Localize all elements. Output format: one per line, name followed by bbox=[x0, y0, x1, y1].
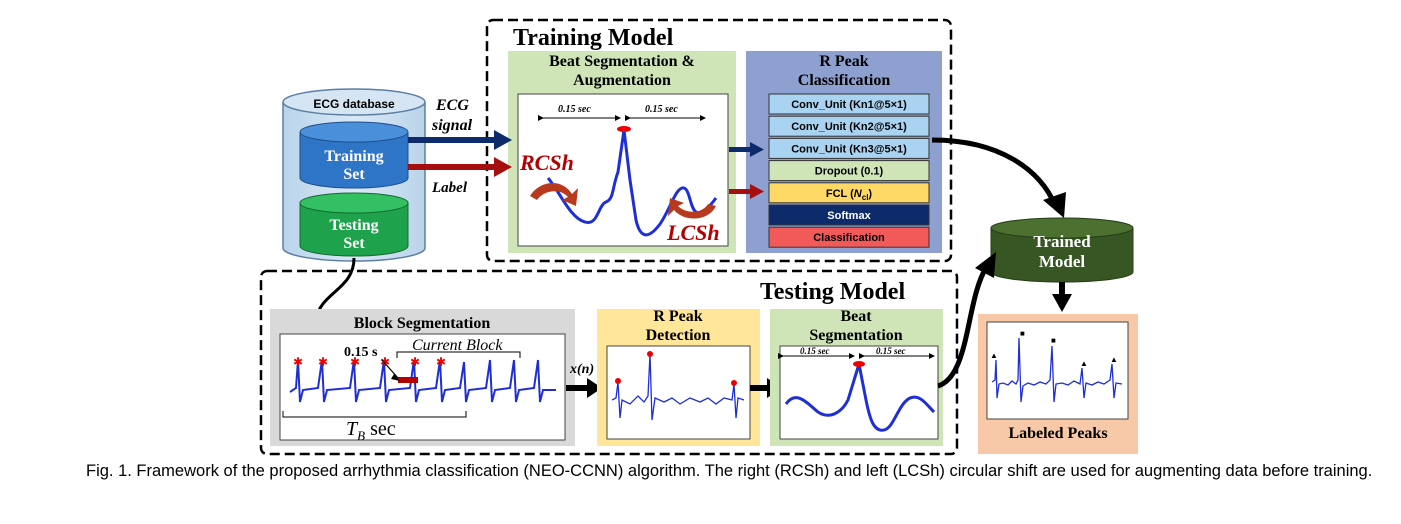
cnn-layer-label: Conv_Unit (Kn1@5×1) bbox=[791, 99, 907, 111]
labeled-peaks-signal bbox=[991, 337, 1123, 403]
cnn-layer-label: Softmax bbox=[827, 210, 871, 222]
aug-to-class-navy-arrow bbox=[729, 142, 764, 157]
beat-aug-signal bbox=[546, 129, 718, 237]
trained-model: Trained Model bbox=[990, 217, 1134, 283]
ecg-database-title: ECG database bbox=[313, 97, 395, 111]
svg-text:✱: ✱ bbox=[350, 355, 360, 369]
testing-set-line1: Testing bbox=[329, 217, 378, 234]
figure-caption: Fig. 1. Framework of the proposed arrhyt… bbox=[86, 462, 1373, 480]
labeled-peaks-plot bbox=[986, 321, 1129, 420]
rcsh-arrow-icon bbox=[530, 182, 578, 206]
beat-seg-line1: Beat bbox=[840, 308, 872, 325]
beat-aug-title-line2: Augmentation bbox=[573, 72, 671, 89]
svg-text:✱: ✱ bbox=[410, 355, 420, 369]
trained-to-labeled-arrow bbox=[1052, 282, 1072, 312]
svg-text:▲: ▲ bbox=[1080, 359, 1088, 368]
block-seg-title: Block Segmentation bbox=[354, 315, 491, 332]
cnn-layer-box bbox=[768, 204, 930, 226]
cnn-layer-box bbox=[768, 160, 930, 182]
svg-text:■: ■ bbox=[1020, 329, 1025, 338]
cnn-layer-label: Dropout (0.1) bbox=[815, 166, 884, 178]
r-peak-det-plot bbox=[606, 345, 751, 440]
beat-seg-plot bbox=[779, 345, 939, 440]
rcsh-label: RCSh bbox=[519, 150, 574, 175]
training-set-line1: Training bbox=[324, 148, 383, 165]
svg-text:✱: ✱ bbox=[436, 355, 446, 369]
cnn-layer-box bbox=[768, 93, 930, 115]
beat-seg-line2: Segmentation bbox=[809, 327, 902, 344]
trained-model-line1: Trained bbox=[1033, 232, 1091, 251]
tb-sec-label: TB sec bbox=[346, 418, 396, 443]
beat-seg-to-trained-arrow bbox=[936, 266, 989, 389]
r-peak-det-line2: Detection bbox=[646, 327, 711, 344]
beat-seg-sec-left: 0.15 sec bbox=[800, 346, 830, 356]
block-marker bbox=[398, 377, 418, 383]
r-peak-det-line1: R Peak bbox=[653, 308, 702, 325]
cnn-layer-box bbox=[768, 226, 930, 248]
xn-label: x(n) bbox=[569, 362, 594, 377]
beat-seg-sec-right: 0.15 sec bbox=[876, 346, 906, 356]
svg-text:✱: ✱ bbox=[293, 355, 303, 369]
block-sec-label: 0.15 s bbox=[344, 345, 378, 360]
ecg-database: ECG database Training Set Testing Set bbox=[282, 88, 426, 262]
training-model-title: Training Model bbox=[513, 25, 674, 51]
lcsh-arrow-icon bbox=[668, 198, 716, 219]
svg-text:■: ■ bbox=[1051, 336, 1056, 345]
r-peak-class-title-line2: Classification bbox=[798, 72, 891, 89]
r-peak-class-title-line1: R Peak bbox=[819, 53, 868, 70]
class-to-trained-model-arrow bbox=[931, 137, 1058, 206]
label-arrow bbox=[408, 157, 512, 177]
cnn-layers: Conv_Unit (Kn1@5×1) Conv_Unit (Kn2@5×1) Co… bbox=[768, 93, 930, 248]
cnn-layer-label: FCL (Ncl) bbox=[826, 188, 873, 202]
testing-set-line2: Set bbox=[343, 235, 365, 252]
block-to-detection-arrow bbox=[566, 378, 602, 398]
beat-aug-sec-left: 0.15 sec bbox=[558, 104, 591, 115]
ecg-signal-arrow bbox=[408, 130, 512, 150]
testing-model-title: Testing Model bbox=[760, 279, 905, 305]
beat-seg-signal bbox=[784, 363, 936, 432]
lcsh-label: LCSh bbox=[666, 220, 720, 245]
svg-text:✱: ✱ bbox=[318, 355, 328, 369]
beat-aug-rpeak-marker bbox=[617, 126, 631, 132]
svg-text:▲: ▲ bbox=[990, 351, 998, 360]
cnn-layer-label: Conv_Unit (Kn3@5×1) bbox=[791, 143, 907, 155]
testing-model-frame bbox=[259, 269, 959, 456]
trained-model-line2: Model bbox=[1039, 252, 1086, 271]
cnn-layer-label: Conv_Unit (Kn2@5×1) bbox=[791, 121, 907, 133]
current-block-label: Current Block bbox=[412, 337, 503, 354]
cnn-layer-box bbox=[768, 115, 930, 137]
cnn-layer-label: Classification bbox=[813, 232, 885, 244]
block-seg-signal bbox=[289, 359, 556, 403]
cnn-layer-box bbox=[768, 182, 930, 204]
label-arrow-label: Label bbox=[431, 180, 468, 196]
ecg-signal-label-line1: ECG bbox=[435, 97, 469, 114]
ecg-signal-label-line2: signal bbox=[431, 117, 473, 134]
cnn-layer-box bbox=[768, 137, 930, 159]
beat-aug-title-line1: Beat Segmentation & bbox=[549, 53, 695, 70]
beat-aug-sec-right: 0.15 sec bbox=[645, 104, 678, 115]
svg-text:▲: ▲ bbox=[1110, 355, 1118, 364]
r-peak-det-signal bbox=[611, 353, 745, 421]
training-set-line2: Set bbox=[343, 166, 365, 183]
aug-to-class-red-arrow bbox=[729, 184, 764, 199]
labeled-peaks-title: Labeled Peaks bbox=[1008, 425, 1107, 442]
svg-text:✱: ✱ bbox=[380, 355, 390, 369]
